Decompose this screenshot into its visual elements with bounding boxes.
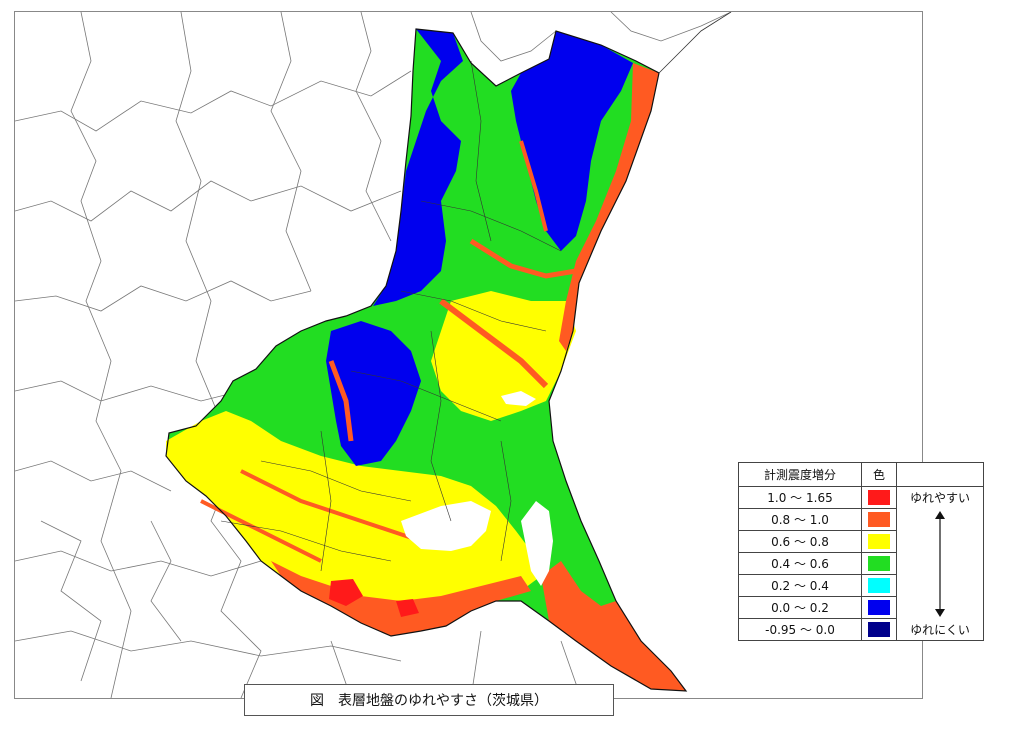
legend-scale-cell: ゆれやすい ゆれにくい (896, 486, 984, 641)
legend-swatch-color (868, 622, 890, 637)
legend-swatch-color (868, 556, 890, 571)
legend-label-top: ゆれやすい (909, 491, 970, 505)
legend-range: 0.6 〜 0.8 (738, 530, 862, 553)
legend-row: 1.0 〜 1.65 ゆれやすい ゆれにくい (738, 486, 984, 641)
legend-swatch (861, 530, 897, 553)
legend-table: 計測震度増分 色 1.0 〜 1.65 ゆれやすい ゆれにくい 0.8 〜 1.… (738, 462, 984, 641)
prefecture-outline (165, 28, 688, 692)
legend-header-row: 計測震度増分 色 (738, 462, 984, 487)
map-frame (14, 11, 923, 699)
coastline (658, 12, 732, 74)
legend-swatch-color (868, 534, 890, 549)
legend-swatch (861, 618, 897, 641)
legend-swatch (861, 596, 897, 619)
legend-range: 0.8 〜 1.0 (738, 508, 862, 531)
legend-swatch (861, 574, 897, 597)
legend-swatch-color (868, 490, 890, 505)
legend-swatch (861, 486, 897, 509)
legend-range: 0.2 〜 0.4 (738, 574, 862, 597)
legend-swatch-color (868, 578, 890, 593)
legend-header-color: 色 (861, 462, 897, 487)
legend-row: 0.2 〜 0.4 (738, 574, 984, 597)
legend-label-bottom: ゆれにくい (910, 623, 970, 637)
legend-row: -0.95 〜 0.0 (738, 618, 984, 641)
legend-double-arrow-icon (935, 511, 945, 617)
municipal-borders (220, 60, 562, 572)
prefecture-zones (166, 29, 686, 691)
legend-range: 0.0 〜 0.2 (738, 596, 862, 619)
legend-swatch (861, 552, 897, 575)
legend-header-blank (896, 462, 984, 487)
legend-header-range: 計測震度増分 (738, 462, 862, 487)
figure-caption: 図 表層地盤のゆれやすさ（茨城県） (244, 684, 614, 716)
legend-range: 0.4 〜 0.6 (738, 552, 862, 575)
legend-range: 1.0 〜 1.65 (738, 486, 862, 509)
legend-swatch-color (868, 512, 890, 527)
legend-swatch-color (868, 600, 890, 615)
neighbor-boundaries (15, 12, 732, 698)
ibaraki-shaking-map (15, 12, 732, 698)
legend-swatch (861, 508, 897, 531)
legend-range: -0.95 〜 0.0 (738, 618, 862, 641)
